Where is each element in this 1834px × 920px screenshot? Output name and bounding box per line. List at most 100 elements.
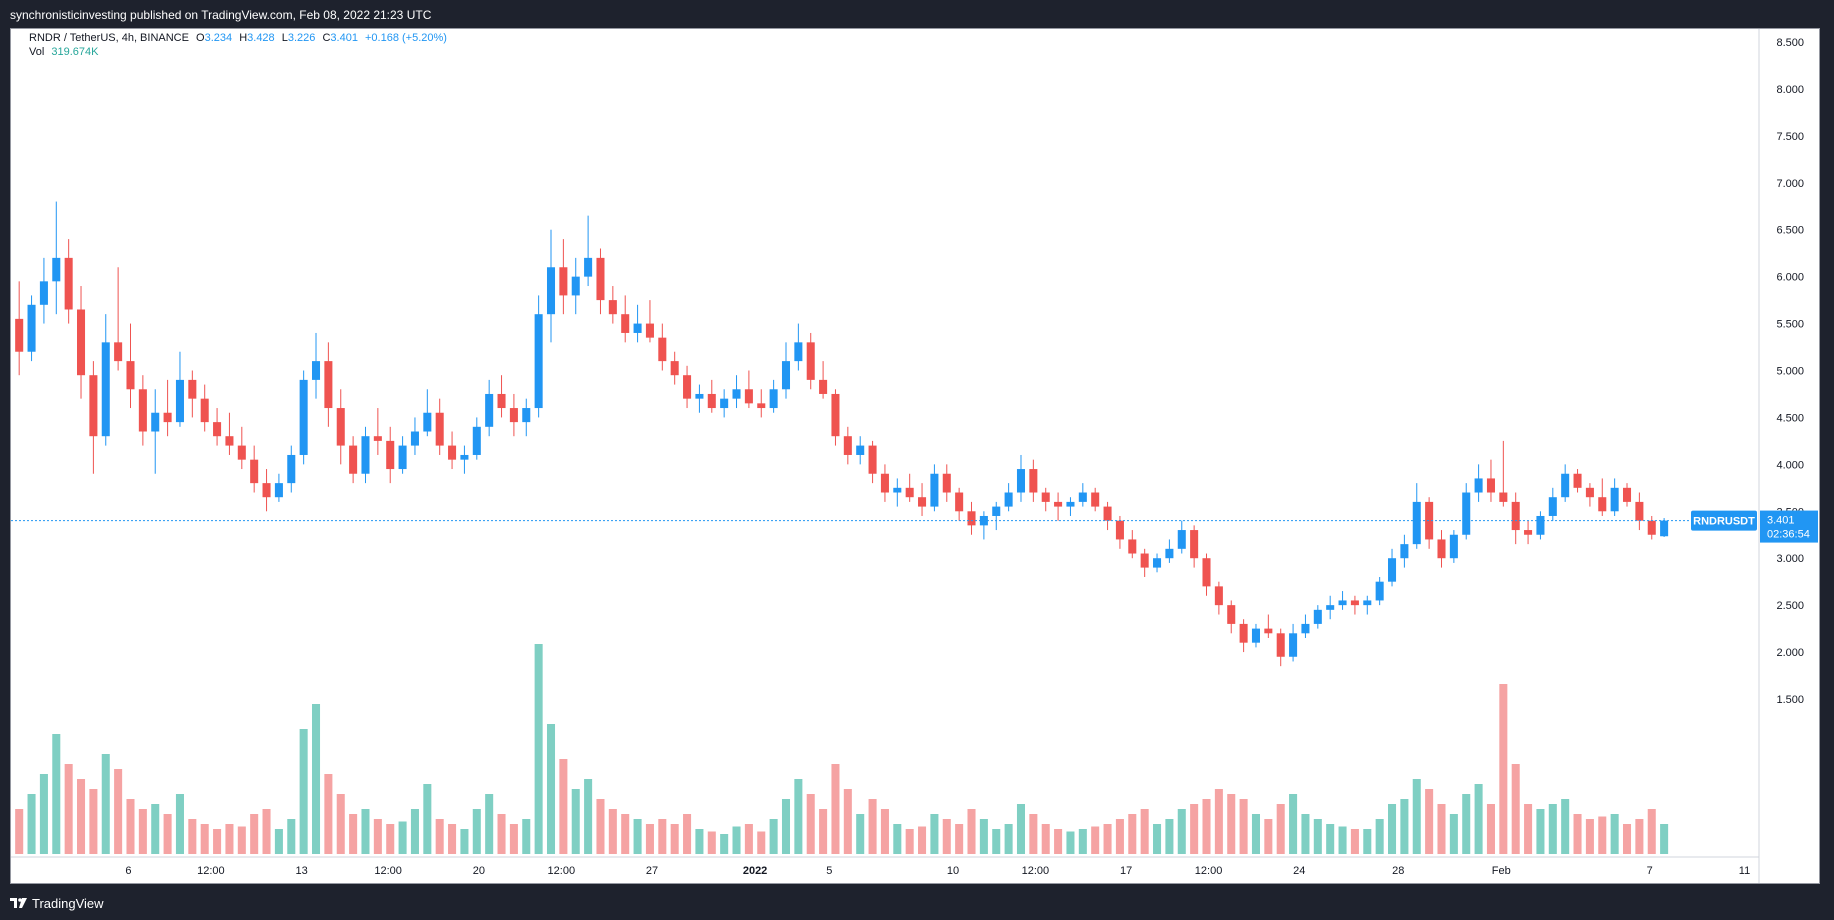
volume-bar [373,819,382,854]
x-tick-label: 13 [295,865,307,877]
volume-bar [522,819,531,854]
y-tick-label: 5.000 [1776,366,1804,378]
candle-body [89,375,98,437]
volume-bar [1598,816,1607,854]
price-tag-countdown: 02:36:54 [1767,529,1810,541]
candle-body [794,342,803,362]
candle-body [1004,492,1013,507]
volume-bar [843,789,852,854]
candle-body [485,393,494,427]
volume-bar [1585,819,1594,854]
candle-body [942,473,951,493]
candle-body [645,323,654,338]
candle-body [361,436,370,474]
volume-bar [1029,814,1038,854]
candle-body [250,459,259,484]
candle-body [522,408,531,423]
volume-bar [1054,829,1063,854]
candle-body [200,398,209,423]
volume-bar [1400,799,1409,854]
candle-body [1635,501,1644,521]
candle-body [608,300,617,315]
candle-body [77,309,86,376]
volume-bar [670,824,679,854]
legend-vol-value: 319.674K [51,46,99,58]
candle-body [163,412,172,423]
price-axis[interactable]: 8.500 8.000 7.500 7.000 6.500 6.000 5.500 5.000… [1776,37,1804,706]
volume-bar [311,704,321,854]
chart-frame[interactable]: 8.500 8.000 7.500 7.000 6.500 6.000 5.500 5.000… [10,28,1820,884]
grid [11,41,1759,700]
volume-bar [1264,819,1273,854]
volume-bar [744,824,753,854]
volume-bar [1462,794,1471,854]
volume-bar [213,829,222,854]
volume-bar [732,826,741,854]
candle-body [732,389,741,399]
volume-bar [89,789,98,854]
volume-bar [1363,829,1372,854]
y-tick-label: 3.000 [1776,553,1804,565]
y-tick-label: 8.000 [1776,84,1804,96]
candle-body [1128,539,1137,554]
candle-body [410,431,419,446]
candle-body [707,393,716,409]
volume-bar [534,644,543,854]
volume-bar [905,829,914,854]
volume-bar [633,819,642,854]
candle-body [398,445,407,470]
volume-bar [1165,819,1174,854]
y-tick-label: 7.500 [1776,131,1804,143]
price-tag-symbol-bg [1691,510,1757,531]
volume-bar [398,821,407,854]
volume-bar [1412,779,1421,854]
candle-body [1647,520,1656,535]
y-tick-label: 2.500 [1776,600,1804,612]
x-tick-label: 12:00 [548,865,576,877]
volume-bar [1524,804,1533,854]
candle-body [435,412,444,446]
candle-body [967,511,976,526]
volume-bar [1128,814,1137,854]
volume-bar [287,819,296,854]
candlestick-chart[interactable]: 8.500 8.000 7.500 7.000 6.500 6.000 5.500 5.000… [11,29,1819,883]
candle-body [15,318,24,352]
volume-bar [584,779,593,854]
price-tag-value: 3.401 [1767,515,1795,527]
volume-bar [1313,819,1322,854]
candle-body [992,506,1001,516]
y-tick-label: 4.000 [1776,459,1804,471]
volume-bar [1227,794,1236,854]
y-tick-label: 1.500 [1776,694,1804,706]
volume-bar [559,759,568,854]
volume-bar [794,779,803,854]
volume-bar [1041,824,1050,854]
volume-bar [1289,794,1298,854]
candle-body [955,492,964,512]
candle-body [101,342,110,437]
volume-bar [1004,824,1013,854]
volume-bar [1437,804,1446,854]
candle-body [1202,558,1211,587]
candle-body [1412,501,1421,545]
candle-body [831,393,840,437]
x-tick-label: 6 [125,865,131,877]
legend-volume-row: Vol 319.674K [29,46,98,58]
y-tick-label: 8.500 [1776,37,1804,49]
candle-body [843,436,852,455]
candle-body [1078,492,1087,502]
volume-bar [979,819,988,854]
candle-body [1425,501,1434,540]
time-axis[interactable]: 6 12:00 13 12:00 20 12:00 27 2022 5 10 12:00 17 12:0… [125,865,1750,877]
candle-body [806,342,815,380]
candle-body [918,497,927,507]
volume-bar [1622,824,1632,854]
candle-body [1190,530,1199,559]
volume-bar [546,724,556,854]
candle-body [1400,544,1409,559]
legend-symbol: RNDR / TetherUS, 4h, BINANCE [29,32,189,44]
volume-bar [448,824,457,854]
volume-bar [299,729,308,854]
candle-body [311,361,321,380]
candle-body [324,361,333,409]
